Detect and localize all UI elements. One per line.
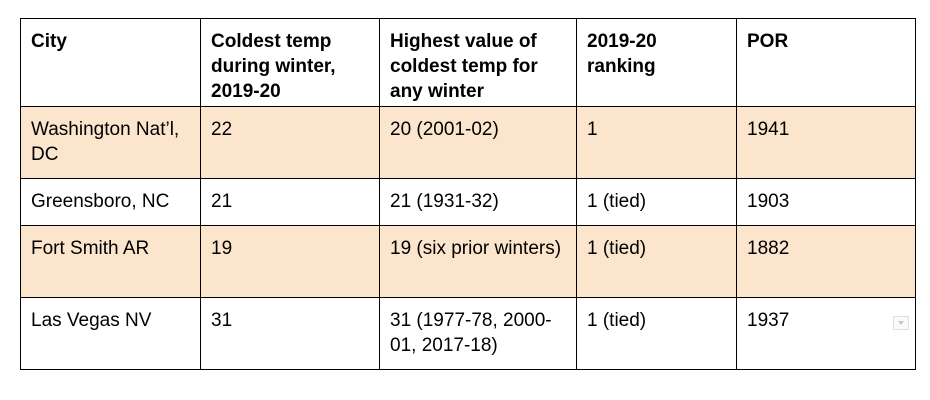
cell-por[interactable]: 1882	[736, 225, 916, 298]
cell-ranking[interactable]: 1	[576, 106, 737, 179]
table-row: Washington Nat’l, DC 22 20 (2001-02) 1 1…	[20, 106, 916, 179]
cell-coldest-temp[interactable]: 31	[200, 297, 380, 370]
table-row: Greensboro, NC 21 21 (1931-32) 1 (tied) …	[20, 178, 916, 226]
dropdown-arrow-icon[interactable]	[893, 316, 909, 330]
cell-por[interactable]: 1903	[736, 178, 916, 226]
cell-coldest-temp[interactable]: 19	[200, 225, 380, 298]
cell-highest-value[interactable]: 31 (1977-78, 2000-01, 2017-18)	[379, 297, 577, 370]
cell-highest-value[interactable]: 20 (2001-02)	[379, 106, 577, 179]
header-city[interactable]: City	[20, 18, 201, 107]
cell-ranking[interactable]: 1 (tied)	[576, 178, 737, 226]
cell-city[interactable]: Fort Smith AR	[20, 225, 201, 298]
cell-por[interactable]: 1941	[736, 106, 916, 179]
table-row: Fort Smith AR 19 19 (six prior winters) …	[20, 225, 916, 298]
cell-coldest-temp[interactable]: 22	[200, 106, 380, 179]
cell-city[interactable]: Greensboro, NC	[20, 178, 201, 226]
cell-city[interactable]: Las Vegas NV	[20, 297, 201, 370]
cell-coldest-temp[interactable]: 21	[200, 178, 380, 226]
header-por[interactable]: POR	[736, 18, 916, 107]
table-row: Las Vegas NV 31 31 (1977-78, 2000-01, 20…	[20, 297, 916, 370]
data-table: City Coldest temp during winter, 2019-20…	[20, 18, 916, 370]
header-coldest-temp[interactable]: Coldest temp during winter, 2019-20	[200, 18, 380, 107]
header-highest-value[interactable]: Highest value of coldest temp for any wi…	[379, 18, 577, 107]
header-ranking[interactable]: 2019-20 ranking	[576, 18, 737, 107]
cell-ranking[interactable]: 1 (tied)	[576, 297, 737, 370]
header-row: City Coldest temp during winter, 2019-20…	[20, 18, 916, 107]
cell-highest-value[interactable]: 19 (six prior winters)	[379, 225, 577, 298]
cell-ranking[interactable]: 1 (tied)	[576, 225, 737, 298]
cell-highest-value[interactable]: 21 (1931-32)	[379, 178, 577, 226]
cell-city[interactable]: Washington Nat’l, DC	[20, 106, 201, 179]
cell-por[interactable]: 1937	[736, 297, 916, 370]
